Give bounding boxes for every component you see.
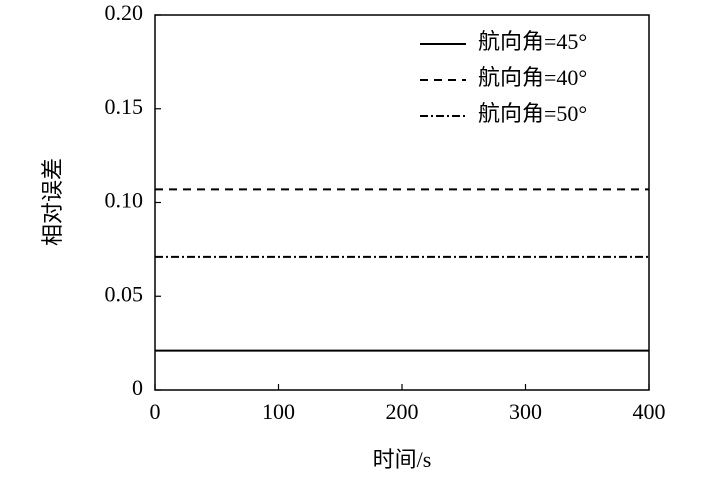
y-tick-label: 0.05 bbox=[105, 281, 144, 306]
y-axis-label: 相对误差 bbox=[40, 158, 65, 246]
legend-label: 航向角=45° bbox=[478, 29, 587, 54]
x-axis-label: 时间/s bbox=[373, 447, 432, 472]
legend-label: 航向角=40° bbox=[478, 65, 587, 90]
x-tick-label: 100 bbox=[262, 399, 295, 424]
y-tick-label: 0.15 bbox=[105, 94, 144, 119]
x-tick-label: 400 bbox=[633, 399, 666, 424]
legend-label: 航向角=50° bbox=[478, 101, 587, 126]
x-tick-label: 0 bbox=[150, 399, 161, 424]
y-tick-label: 0 bbox=[132, 375, 143, 400]
y-tick-label: 0.20 bbox=[105, 0, 144, 25]
x-tick-label: 300 bbox=[509, 399, 542, 424]
x-tick-label: 200 bbox=[386, 399, 419, 424]
y-tick-label: 0.10 bbox=[105, 188, 144, 213]
